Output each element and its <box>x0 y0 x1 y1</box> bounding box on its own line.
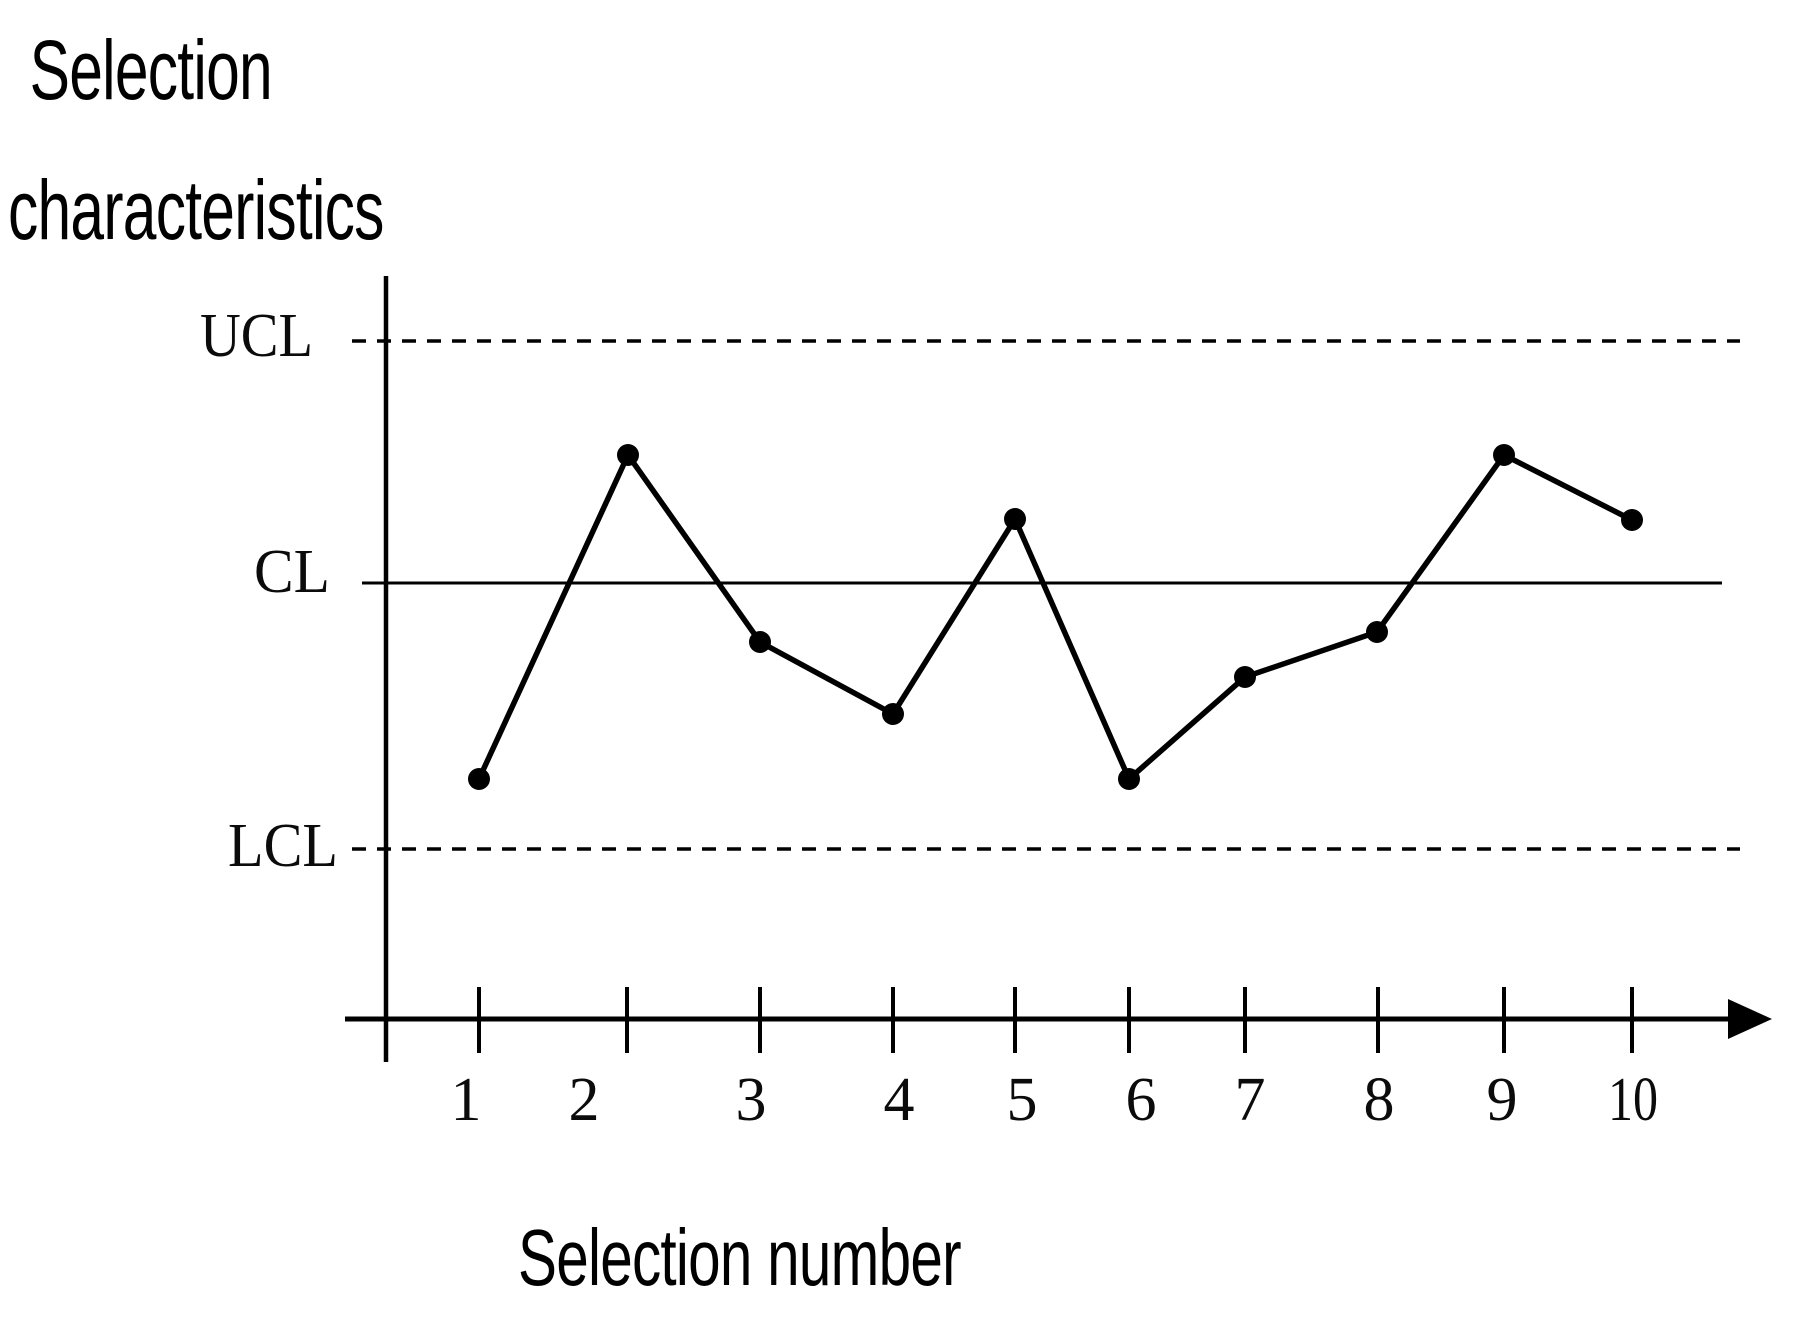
x-tick-label-5: 5 <box>1007 1066 1038 1134</box>
data-point-1 <box>468 768 490 790</box>
data-point-6 <box>1118 768 1140 790</box>
data-point-4 <box>882 703 904 725</box>
data-point-8 <box>1366 621 1388 643</box>
data-point-3 <box>749 631 771 653</box>
x-tick-label-8: 8 <box>1364 1066 1395 1134</box>
x-axis-arrowhead-icon <box>1728 999 1772 1039</box>
x-tick-label-9: 9 <box>1487 1066 1518 1134</box>
data-point-9 <box>1493 444 1515 466</box>
x-tick-label-6: 6 <box>1126 1066 1157 1134</box>
x-tick-label-3: 3 <box>736 1066 767 1134</box>
x-tick-label-2: 2 <box>569 1066 600 1134</box>
data-point-10 <box>1621 509 1643 531</box>
ucl-label: UCL <box>200 302 313 370</box>
x-tick-label-10: 10 <box>1608 1066 1658 1134</box>
y-axis-title-line1: Selection <box>29 23 273 117</box>
data-point-7 <box>1234 666 1256 688</box>
x-tick-label-1: 1 <box>451 1066 482 1134</box>
x-axis-title: Selection number <box>518 1213 962 1302</box>
data-point-2 <box>617 444 639 466</box>
cl-label: CL <box>254 538 330 606</box>
y-axis-title-line2: characteristics <box>8 163 384 257</box>
lcl-label: LCL <box>228 812 338 880</box>
data-point-5 <box>1004 508 1026 530</box>
x-tick-label-7: 7 <box>1235 1066 1266 1134</box>
x-tick-label-4: 4 <box>884 1066 915 1134</box>
y-axis-title: Selection characteristics <box>8 0 384 280</box>
series-line <box>476 452 1635 782</box>
